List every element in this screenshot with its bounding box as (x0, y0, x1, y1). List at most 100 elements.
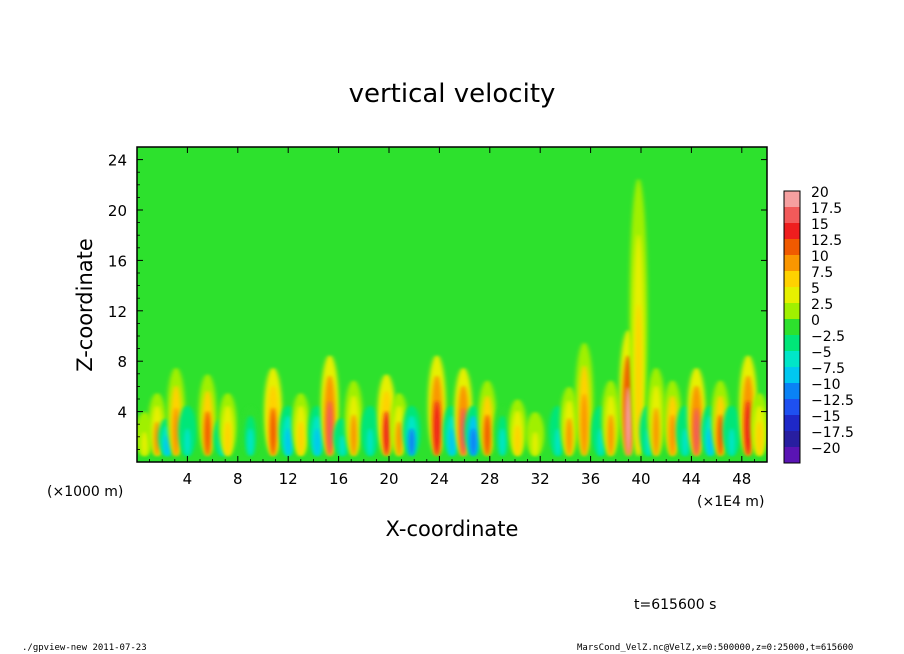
x-axis-label: X-coordinate (386, 517, 519, 541)
colorbar-label: −5 (811, 345, 832, 361)
colorbar-swatch (784, 415, 800, 432)
colorbar-label: −12.5 (811, 393, 854, 409)
colorbar-swatch (784, 255, 800, 272)
velocity-streak (269, 407, 277, 456)
velocity-streak (350, 414, 357, 456)
x-tick-label: 16 (329, 470, 348, 488)
velocity-streak (141, 431, 148, 456)
x-tick-label: 48 (732, 470, 751, 488)
velocity-streak (184, 428, 191, 457)
y-tick-label: 16 (108, 252, 127, 270)
velocity-streak (204, 410, 211, 456)
y-axis-label: Z-coordinate (73, 238, 97, 372)
x-tick-label: 44 (682, 470, 701, 488)
velocity-streak (581, 393, 588, 456)
colorbar-swatch (784, 207, 800, 224)
colorbar-swatch (784, 239, 800, 256)
velocity-streak (514, 424, 521, 456)
velocity-streak (669, 414, 676, 456)
velocity-streak (499, 428, 506, 457)
colorbar-frame (783, 190, 801, 464)
y-tick-label: 24 (108, 152, 127, 170)
colorbar-swatch (784, 191, 800, 208)
colorbar-label: −15 (811, 409, 841, 425)
y-tick-label: 8 (117, 353, 127, 371)
chart-title: vertical velocity (349, 79, 556, 109)
colorbar-swatch (784, 303, 800, 320)
velocity-streak (224, 421, 231, 456)
y-tick-label: 12 (108, 303, 127, 321)
velocity-streak (448, 428, 456, 457)
colorbar-label: −17.5 (811, 425, 854, 441)
colorbar-label: 7.5 (811, 265, 833, 281)
velocity-streak (285, 428, 292, 457)
colorbar-label: −10 (811, 377, 841, 393)
y-tick-label: 4 (117, 404, 127, 422)
velocity-streak (565, 417, 573, 456)
colorbar-label: −7.5 (811, 361, 845, 377)
x-tick-label: 36 (581, 470, 600, 488)
x-tick-label: 4 (183, 470, 193, 488)
velocity-streak (728, 428, 735, 457)
velocity-streak (707, 428, 714, 457)
colorbar-label: 12.5 (811, 233, 842, 249)
velocity-streak (744, 400, 752, 456)
colorbar-label: −20 (811, 441, 841, 457)
x-axis: 4 8 12 16 20 24 28 32 36 40 44 48 (149, 147, 755, 488)
x-tick-label: 32 (531, 470, 550, 488)
velocity-streak (717, 414, 724, 456)
velocity-streak (531, 431, 539, 456)
x-tick-label: 24 (430, 470, 449, 488)
velocity-streak (635, 303, 642, 456)
colorbar-swatch (784, 367, 800, 384)
x-tick-label: 12 (279, 470, 298, 488)
velocity-streak (607, 414, 614, 456)
velocity-streak (326, 400, 333, 456)
velocity-streak (554, 428, 562, 457)
colorbar-label: 0 (811, 313, 820, 329)
heatmap-field (137, 178, 767, 457)
colorbar: 2017.51512.5107.552.50−2.5−5−7.5−10−12.5… (783, 185, 854, 464)
colorbar-swatch (784, 383, 800, 400)
colorbar-swatch (784, 335, 800, 352)
colorbar-label: 2.5 (811, 297, 833, 313)
velocity-streak (597, 428, 604, 457)
time-label: t=615600 s (634, 597, 716, 613)
velocity-streak (433, 400, 441, 456)
velocity-streak (625, 386, 632, 456)
velocity-streak (408, 428, 415, 457)
x-tick-label: 40 (631, 470, 650, 488)
colorbar-swatch (784, 447, 800, 464)
x-tick-label: 20 (379, 470, 398, 488)
velocity-streak (693, 407, 700, 456)
colorbar-label: 17.5 (811, 201, 842, 217)
footer-left: ./gpview-new 2011-07-23 (22, 643, 147, 653)
colorbar-swatch (784, 351, 800, 368)
velocity-streak (681, 428, 689, 457)
y-tick-label: 20 (108, 202, 127, 220)
colorbar-label: 10 (811, 249, 829, 265)
colorbar-label: 15 (811, 217, 829, 233)
colorbar-swatch (784, 319, 800, 336)
velocity-streak (366, 428, 374, 457)
colorbar-label: 5 (811, 281, 820, 297)
velocity-streak (313, 428, 321, 457)
x-unit-left: (×1000 m) (47, 484, 123, 500)
velocity-streak (460, 407, 467, 456)
footer-right: MarsCond_VelZ.nc@VelZ,x=0:500000,z=0:250… (577, 643, 854, 653)
velocity-streak (164, 435, 171, 457)
colorbar-swatch (784, 431, 800, 448)
velocity-streak (153, 421, 161, 456)
velocity-streak (339, 435, 346, 457)
velocity-streak (484, 414, 491, 456)
colorbar-label: 20 (811, 185, 829, 201)
velocity-streak (172, 407, 180, 456)
velocity-streak (297, 421, 304, 456)
colorbar-label: −2.5 (811, 329, 845, 345)
velocity-streak (247, 428, 254, 457)
x-tick-label: 8 (233, 470, 243, 488)
velocity-streak (395, 421, 403, 456)
colorbar-swatch (784, 399, 800, 416)
x-unit-right: (×1E4 m) (697, 494, 764, 510)
